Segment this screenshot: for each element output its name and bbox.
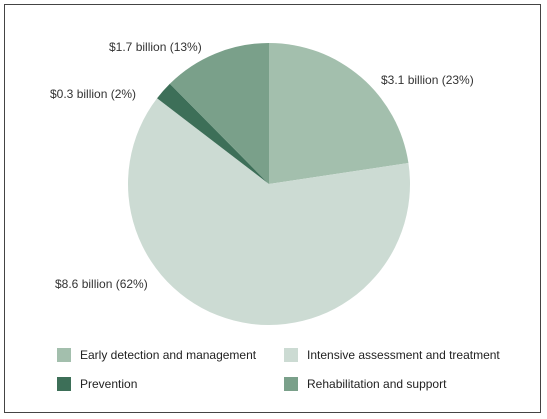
pie-slice-early	[269, 42, 409, 184]
pie-slice-prevention	[157, 83, 269, 184]
legend-swatch-intensive	[284, 348, 298, 362]
pie-slice-intensive	[128, 98, 411, 326]
legend-swatch-early	[57, 348, 71, 362]
legend-label-intensive: Intensive assessment and treatment	[307, 348, 500, 362]
legend-label-prevention: Prevention	[80, 377, 137, 391]
legend-label-early: Early detection and management	[80, 348, 257, 362]
slice-label-early: $3.1 billion (23%)	[381, 73, 474, 87]
legend-label-rehab: Rehabilitation and support	[307, 377, 447, 391]
slice-label-intensive: $8.6 billion (62%)	[55, 277, 148, 291]
pie-slices	[128, 42, 411, 326]
slice-label-prevention: $0.3 billion (2%)	[50, 87, 136, 101]
pie-labels: $3.1 billion (23%) $8.6 billion (62%) $0…	[50, 40, 474, 291]
legend-swatch-prevention	[57, 377, 71, 391]
legend: Early detection and management Intensive…	[57, 348, 500, 391]
legend-swatch-rehab	[284, 377, 298, 391]
pie-slice-rehab	[169, 43, 269, 184]
slice-label-rehab: $1.7 billion (13%)	[109, 40, 202, 54]
